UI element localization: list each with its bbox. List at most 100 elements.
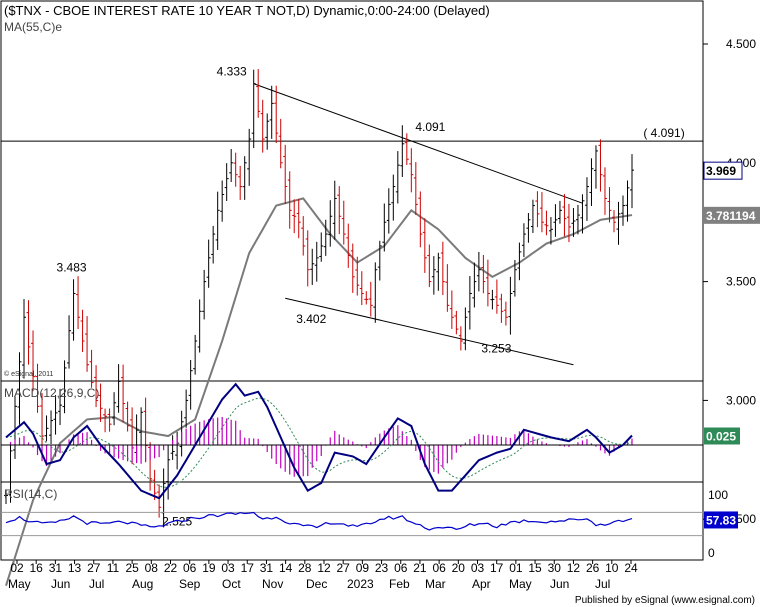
price-candle	[530, 199, 535, 234]
price-candle	[517, 242, 522, 281]
price-candle	[490, 289, 495, 310]
price-candle	[521, 223, 526, 258]
price-candle	[602, 167, 607, 215]
price-candle	[103, 408, 108, 433]
price-candle	[260, 99, 265, 153]
price-candle	[463, 307, 468, 351]
x-day-label: 24	[624, 561, 638, 575]
price-candle	[17, 352, 22, 425]
price-candle	[233, 152, 238, 187]
x-day-label: 06	[183, 561, 197, 575]
price-candle	[539, 192, 544, 233]
price-candle	[202, 269, 207, 320]
x-day-label: 06	[394, 561, 408, 575]
price-candle	[499, 293, 504, 323]
trendline	[285, 297, 574, 366]
price-candle	[535, 191, 540, 228]
price-candle	[296, 198, 301, 239]
price-candle	[184, 389, 189, 428]
price-candle	[616, 201, 621, 245]
price-annotation: 2.525	[162, 514, 192, 528]
price-candle	[31, 330, 36, 392]
price-candle	[80, 309, 85, 353]
price-candle	[58, 388, 63, 426]
x-day-label: 03	[221, 561, 235, 575]
rsi-y-tick-label: 100	[708, 488, 728, 502]
price-candle	[301, 216, 306, 256]
footer-publisher: Published by eSignal (www.esignal.com)	[575, 595, 755, 606]
price-candle	[620, 195, 625, 226]
price-candle	[427, 244, 432, 288]
price-candle	[625, 180, 630, 222]
price-y-tick-label: 3.500	[726, 275, 756, 289]
price-candle	[8, 445, 13, 503]
chart-title: ($TNX - CBOE INTEREST RATE 10 YEAR T NOT…	[4, 3, 490, 18]
x-day-label: 01	[509, 561, 523, 575]
price-annotation: 3.402	[296, 312, 326, 326]
price-candle	[305, 230, 310, 287]
price-candle	[472, 262, 477, 308]
price-candle	[94, 365, 99, 408]
price-candle	[544, 210, 549, 236]
price-candle	[391, 174, 396, 221]
last-price-badge-bg	[704, 162, 742, 180]
x-day-label: 02	[10, 561, 24, 575]
price-candle	[13, 396, 18, 459]
x-month-label: Oct	[222, 577, 241, 591]
macd-line	[5, 382, 633, 500]
price-candle	[548, 217, 553, 245]
x-day-label: 26	[586, 561, 600, 575]
price-candle	[449, 290, 454, 329]
price-candle	[44, 415, 49, 442]
price-candle	[400, 125, 405, 177]
price-candle	[445, 264, 450, 312]
price-candle	[580, 194, 585, 234]
price-candle	[350, 243, 355, 293]
price-candle	[562, 194, 567, 237]
price-layer: 4.333 3.483 2.525 3.402 4.091 3.253 ( 4.091)	[1, 65, 703, 587]
price-candle	[125, 401, 130, 432]
price-candle	[85, 316, 90, 372]
x-day-label: 21	[413, 561, 427, 575]
x-month-label: 2023	[347, 577, 374, 591]
last-price-badge-border	[703, 161, 743, 180]
x-day-label: 17	[490, 561, 504, 575]
price-candle	[139, 407, 144, 448]
price-candle	[436, 252, 441, 291]
last-price-badge-text: 3.969	[706, 164, 736, 178]
watermark: © eSignal, 2011	[4, 370, 54, 378]
x-day-label: 14	[279, 561, 293, 575]
price-candle	[346, 223, 351, 268]
price-candle	[314, 241, 319, 282]
last-price-badge: 3.969	[704, 162, 742, 180]
x-month-label: Aug	[132, 577, 153, 591]
price-candle	[359, 271, 364, 306]
price-candle	[76, 276, 81, 329]
price-candle	[323, 219, 328, 256]
price-candle	[53, 395, 58, 435]
price-y-tick-label: 3.000	[726, 393, 756, 407]
price-candle	[377, 240, 382, 281]
ma-indicator-label: MA(55,C)e	[4, 20, 62, 34]
x-month-label: Jul	[89, 577, 104, 591]
x-day-label: 22	[164, 561, 178, 575]
price-candle	[395, 151, 400, 204]
rsi-panel-frame	[0, 481, 704, 561]
price-candle	[319, 232, 324, 262]
price-candle	[274, 85, 279, 144]
price-candle	[62, 360, 67, 414]
price-candle	[557, 200, 562, 224]
x-month-label: Jun	[550, 577, 569, 591]
macd-value-badge: 0.025	[704, 427, 740, 445]
x-day-label: 08	[145, 561, 159, 575]
rsi-line	[5, 511, 633, 531]
x-day-label: 10	[605, 561, 619, 575]
price-candle	[166, 444, 171, 500]
price-y-tick-label: 4.500	[726, 37, 756, 51]
x-month-label: Dec	[306, 577, 327, 591]
price-candle	[35, 363, 40, 413]
x-day-label: 16	[30, 561, 44, 575]
price-candle	[116, 364, 121, 413]
price-annotation: 3.483	[57, 261, 87, 275]
